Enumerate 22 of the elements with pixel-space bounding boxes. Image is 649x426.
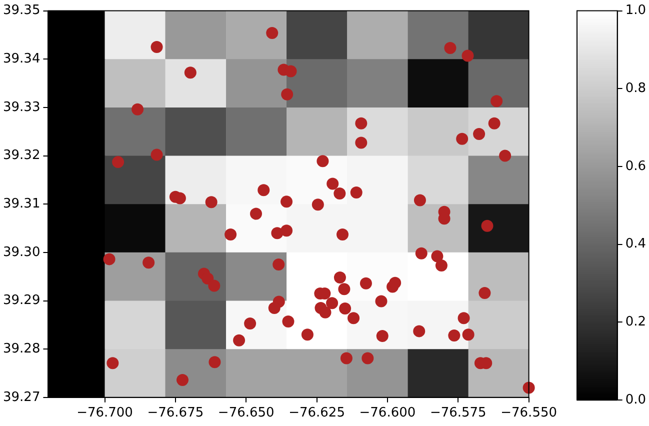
y-tick-label: 39.30	[3, 244, 40, 260]
y-tick-label: 39.33	[3, 100, 40, 115]
color-bar-label: 1.0	[625, 3, 646, 18]
y-tick-label: 39.32	[3, 148, 40, 164]
y-tick-label: 39.35	[3, 3, 40, 18]
color-bar-label: 0.8	[625, 81, 646, 96]
y-tick-label: 39.31	[3, 196, 40, 212]
x-tick-label: −76.600	[359, 406, 416, 421]
x-tick-label: −76.675	[147, 406, 204, 421]
y-tick-label: 39.29	[3, 293, 40, 308]
x-tick-label: −76.625	[288, 406, 345, 421]
color-bar-label: 0.6	[625, 158, 646, 174]
y-tick-label: 39.27	[3, 390, 40, 405]
x-tick-label: −76.575	[430, 406, 486, 421]
color-bar-label: 0.2	[625, 314, 646, 330]
y-tick-label: 39.28	[3, 341, 40, 356]
y-tick-label: 39.34	[3, 52, 40, 66]
x-tick-label: −76.700	[76, 406, 133, 421]
color-bar-label: 0.0	[625, 392, 646, 408]
color-bar-label: 0.4	[625, 236, 646, 252]
x-tick-label: −76.650	[218, 406, 274, 421]
x-tick-label: −76.550	[500, 406, 558, 421]
